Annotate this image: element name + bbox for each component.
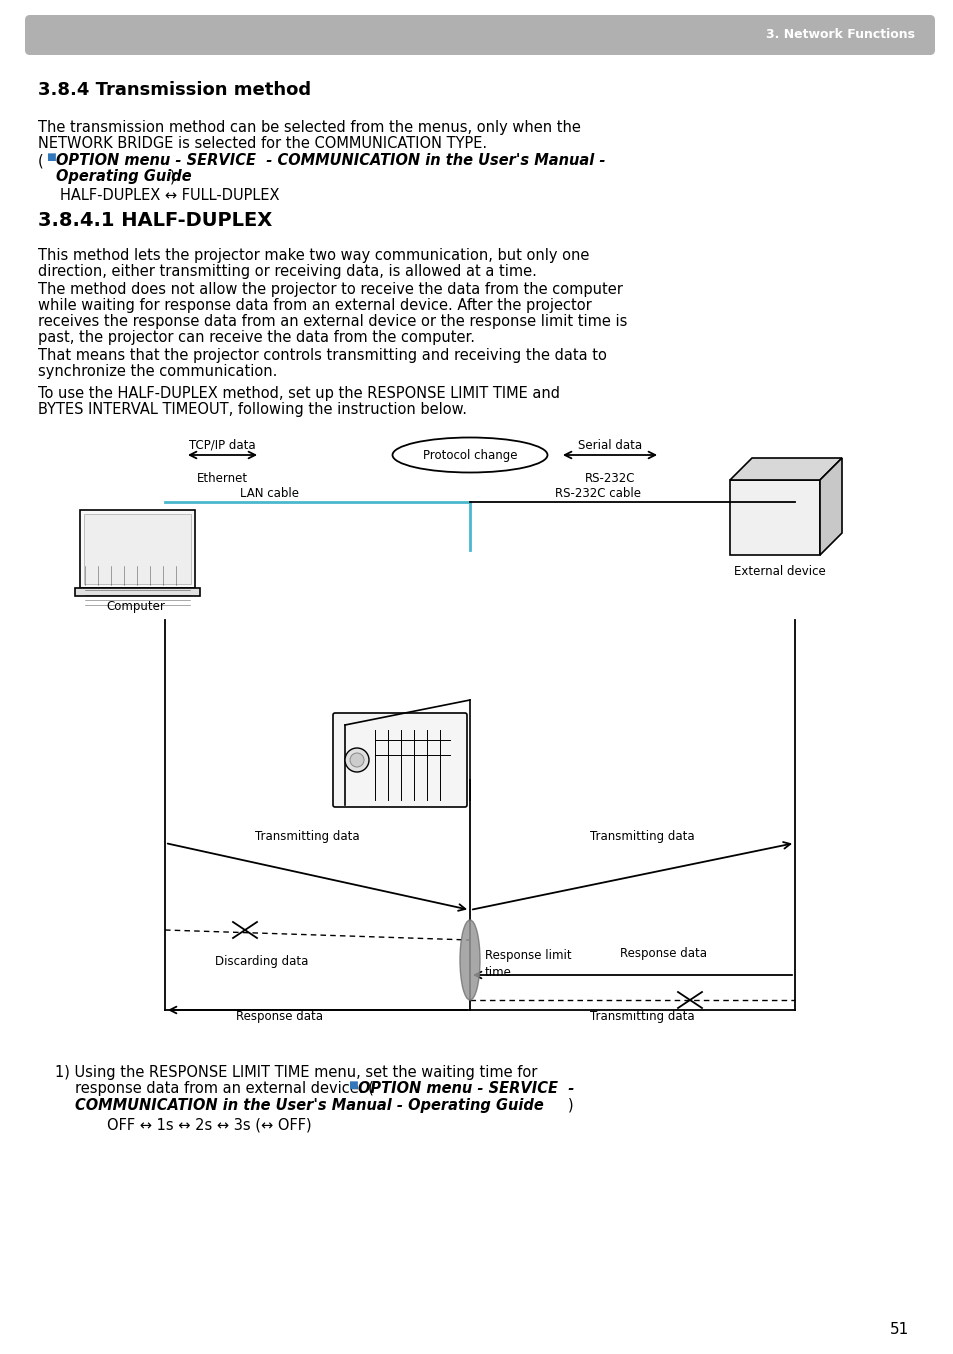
Text: COMMUNICATION in the User's Manual - Operating Guide: COMMUNICATION in the User's Manual - Ope… xyxy=(75,1098,543,1113)
Text: LAN cable: LAN cable xyxy=(240,487,299,500)
Text: 1) Using the RESPONSE LIMIT TIME menu, set the waiting time for: 1) Using the RESPONSE LIMIT TIME menu, s… xyxy=(55,1066,537,1080)
Text: That means that the projector controls transmitting and receiving the data to: That means that the projector controls t… xyxy=(38,348,606,363)
Text: ): ) xyxy=(567,1098,573,1113)
FancyBboxPatch shape xyxy=(333,714,467,807)
Text: Transmitting data: Transmitting data xyxy=(254,830,359,844)
Text: The method does not allow the projector to receive the data from the computer: The method does not allow the projector … xyxy=(38,282,622,297)
Text: Ethernet: Ethernet xyxy=(196,473,247,485)
Text: ■: ■ xyxy=(46,152,55,162)
Text: HALF-DUPLEX ↔ FULL-DUPLEX: HALF-DUPLEX ↔ FULL-DUPLEX xyxy=(60,188,279,203)
Text: (: ( xyxy=(38,153,44,168)
Text: Response limit: Response limit xyxy=(484,949,571,961)
Text: Protocol change: Protocol change xyxy=(422,448,517,462)
Text: RS-232C cable: RS-232C cable xyxy=(555,487,640,500)
Text: The transmission method can be selected from the menus, only when the: The transmission method can be selected … xyxy=(38,121,580,135)
Bar xyxy=(75,588,200,596)
Bar xyxy=(84,515,191,584)
Text: response data from an external device. (: response data from an external device. ( xyxy=(75,1080,374,1095)
Circle shape xyxy=(345,747,369,772)
Text: To use the HALF-DUPLEX method, set up the RESPONSE LIMIT TIME and: To use the HALF-DUPLEX method, set up th… xyxy=(38,386,559,401)
Text: OFF ↔ 1s ↔ 2s ↔ 3s (↔ OFF): OFF ↔ 1s ↔ 2s ↔ 3s (↔ OFF) xyxy=(107,1118,312,1133)
Text: This method lets the projector make two way communication, but only one: This method lets the projector make two … xyxy=(38,248,589,263)
Text: time: time xyxy=(484,965,512,979)
Text: while waiting for response data from an external device. After the projector: while waiting for response data from an … xyxy=(38,298,591,313)
Text: Response data: Response data xyxy=(236,1010,323,1024)
Text: Serial data: Serial data xyxy=(578,439,641,452)
Ellipse shape xyxy=(392,437,547,473)
Text: 3.8.4 Transmission method: 3.8.4 Transmission method xyxy=(38,81,311,99)
Text: Response data: Response data xyxy=(619,946,706,960)
Polygon shape xyxy=(729,458,841,481)
Text: 51: 51 xyxy=(889,1323,908,1338)
Text: ■: ■ xyxy=(348,1080,357,1090)
Text: External device: External device xyxy=(734,565,825,578)
Text: OPTION menu - SERVICE  -: OPTION menu - SERVICE - xyxy=(357,1080,574,1095)
Text: past, the projector can receive the data from the computer.: past, the projector can receive the data… xyxy=(38,330,475,345)
Text: Transmitting data: Transmitting data xyxy=(589,830,694,844)
Text: TCP/IP data: TCP/IP data xyxy=(189,439,255,452)
Ellipse shape xyxy=(459,919,479,1001)
Text: Discarding data: Discarding data xyxy=(214,955,308,968)
Text: direction, either transmitting or receiving data, is allowed at a time.: direction, either transmitting or receiv… xyxy=(38,264,537,279)
Text: BYTES INTERVAL TIMEOUT, following the instruction below.: BYTES INTERVAL TIMEOUT, following the in… xyxy=(38,402,467,417)
Text: NETWORK BRIDGE is selected for the COMMUNICATION TYPE.: NETWORK BRIDGE is selected for the COMMU… xyxy=(38,135,487,152)
Text: synchronize the communication.: synchronize the communication. xyxy=(38,364,277,379)
Text: 3.8.4.1 HALF-DUPLEX: 3.8.4.1 HALF-DUPLEX xyxy=(38,210,272,229)
Text: OPTION menu - SERVICE  - COMMUNICATION in the User's Manual -: OPTION menu - SERVICE - COMMUNICATION in… xyxy=(56,153,605,168)
Bar xyxy=(80,510,194,588)
Text: RS-232C: RS-232C xyxy=(584,473,635,485)
FancyBboxPatch shape xyxy=(25,15,934,56)
Bar xyxy=(729,481,820,555)
Text: ): ) xyxy=(170,169,175,184)
Circle shape xyxy=(350,753,364,766)
Polygon shape xyxy=(820,458,841,555)
Text: Operating Guide: Operating Guide xyxy=(56,169,192,184)
Text: 3. Network Functions: 3. Network Functions xyxy=(765,28,914,42)
Text: receives the response data from an external device or the response limit time is: receives the response data from an exter… xyxy=(38,314,627,329)
Text: Transmitting data: Transmitting data xyxy=(589,1010,694,1024)
Text: Computer: Computer xyxy=(107,600,165,613)
